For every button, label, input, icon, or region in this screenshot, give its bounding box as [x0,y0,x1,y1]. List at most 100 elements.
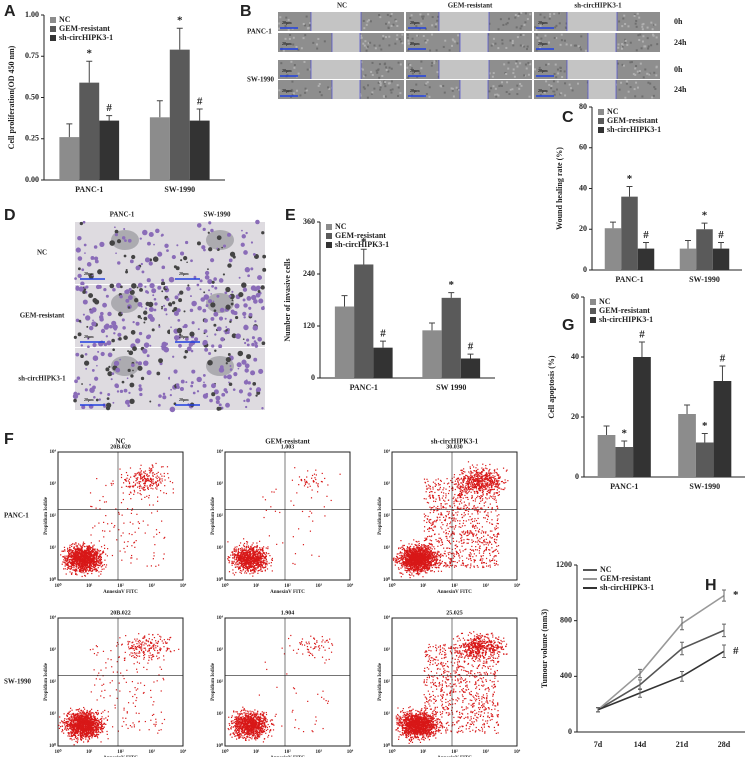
event [253,559,255,561]
texture [577,45,580,48]
event [155,462,157,465]
event [242,566,244,568]
event [311,489,313,491]
event [148,480,150,482]
cell [121,380,125,384]
texture [507,61,510,64]
cell [252,382,257,386]
annotation: # [639,329,645,341]
event [257,562,259,564]
event [259,556,261,558]
texture [528,95,531,98]
event [70,552,72,554]
cell [225,356,231,363]
cell [128,391,131,395]
texture [397,94,400,97]
event [303,485,306,487]
cell [161,290,164,293]
texture [636,12,639,15]
texture [545,80,548,83]
event [234,564,236,566]
row-label: GEM-resistant [20,312,65,320]
cell [241,359,247,365]
event [407,569,409,571]
texture [488,22,491,25]
event [159,490,162,492]
annotation: # [718,229,724,241]
event [294,467,296,469]
event [143,475,146,477]
event [84,566,86,568]
event [136,479,138,481]
event [93,557,95,559]
event [90,547,92,549]
event [75,565,77,568]
texture [637,34,640,37]
bar [441,297,461,378]
texture [624,39,627,42]
event [83,556,85,558]
event [158,564,160,566]
event [247,556,249,558]
event [241,553,243,555]
event [235,549,237,551]
event [99,556,101,558]
event [91,506,93,508]
event [407,554,409,556]
cell [207,268,209,271]
event [426,569,428,571]
cell [74,391,77,394]
event [69,562,72,565]
cell [112,348,115,351]
event [135,480,137,482]
cell [139,392,143,397]
event [99,564,101,567]
event [261,563,263,566]
texture [418,72,421,75]
x-tick-label: 10² [117,583,124,589]
event [262,550,264,552]
cell [139,287,143,292]
event [427,568,430,570]
event [252,569,254,571]
event [262,563,265,565]
event [68,550,70,552]
event [98,549,100,552]
event [140,485,142,488]
cell [225,326,228,328]
texture [501,39,504,42]
texture [390,80,393,83]
cell [254,341,258,345]
cell [242,338,245,341]
event [408,563,410,565]
event [250,545,252,547]
cell [94,376,99,381]
event [237,549,239,551]
texture [627,90,630,93]
texture [436,71,439,74]
event [92,556,95,558]
event [99,553,101,555]
texture [617,43,620,46]
event [437,552,439,554]
texture [384,85,387,88]
texture [647,81,650,84]
event [246,546,248,548]
texture [287,18,290,21]
event [72,561,74,563]
event [428,549,430,551]
error-bar [626,185,633,197]
event [259,553,261,555]
event [134,546,136,548]
cell [186,346,192,352]
texture [436,19,439,22]
cell [105,335,109,338]
event [138,481,140,483]
texture [410,42,413,45]
event [101,565,104,567]
event [418,566,420,569]
event [253,558,255,560]
event [109,530,111,532]
event [144,485,146,487]
event [71,554,73,557]
